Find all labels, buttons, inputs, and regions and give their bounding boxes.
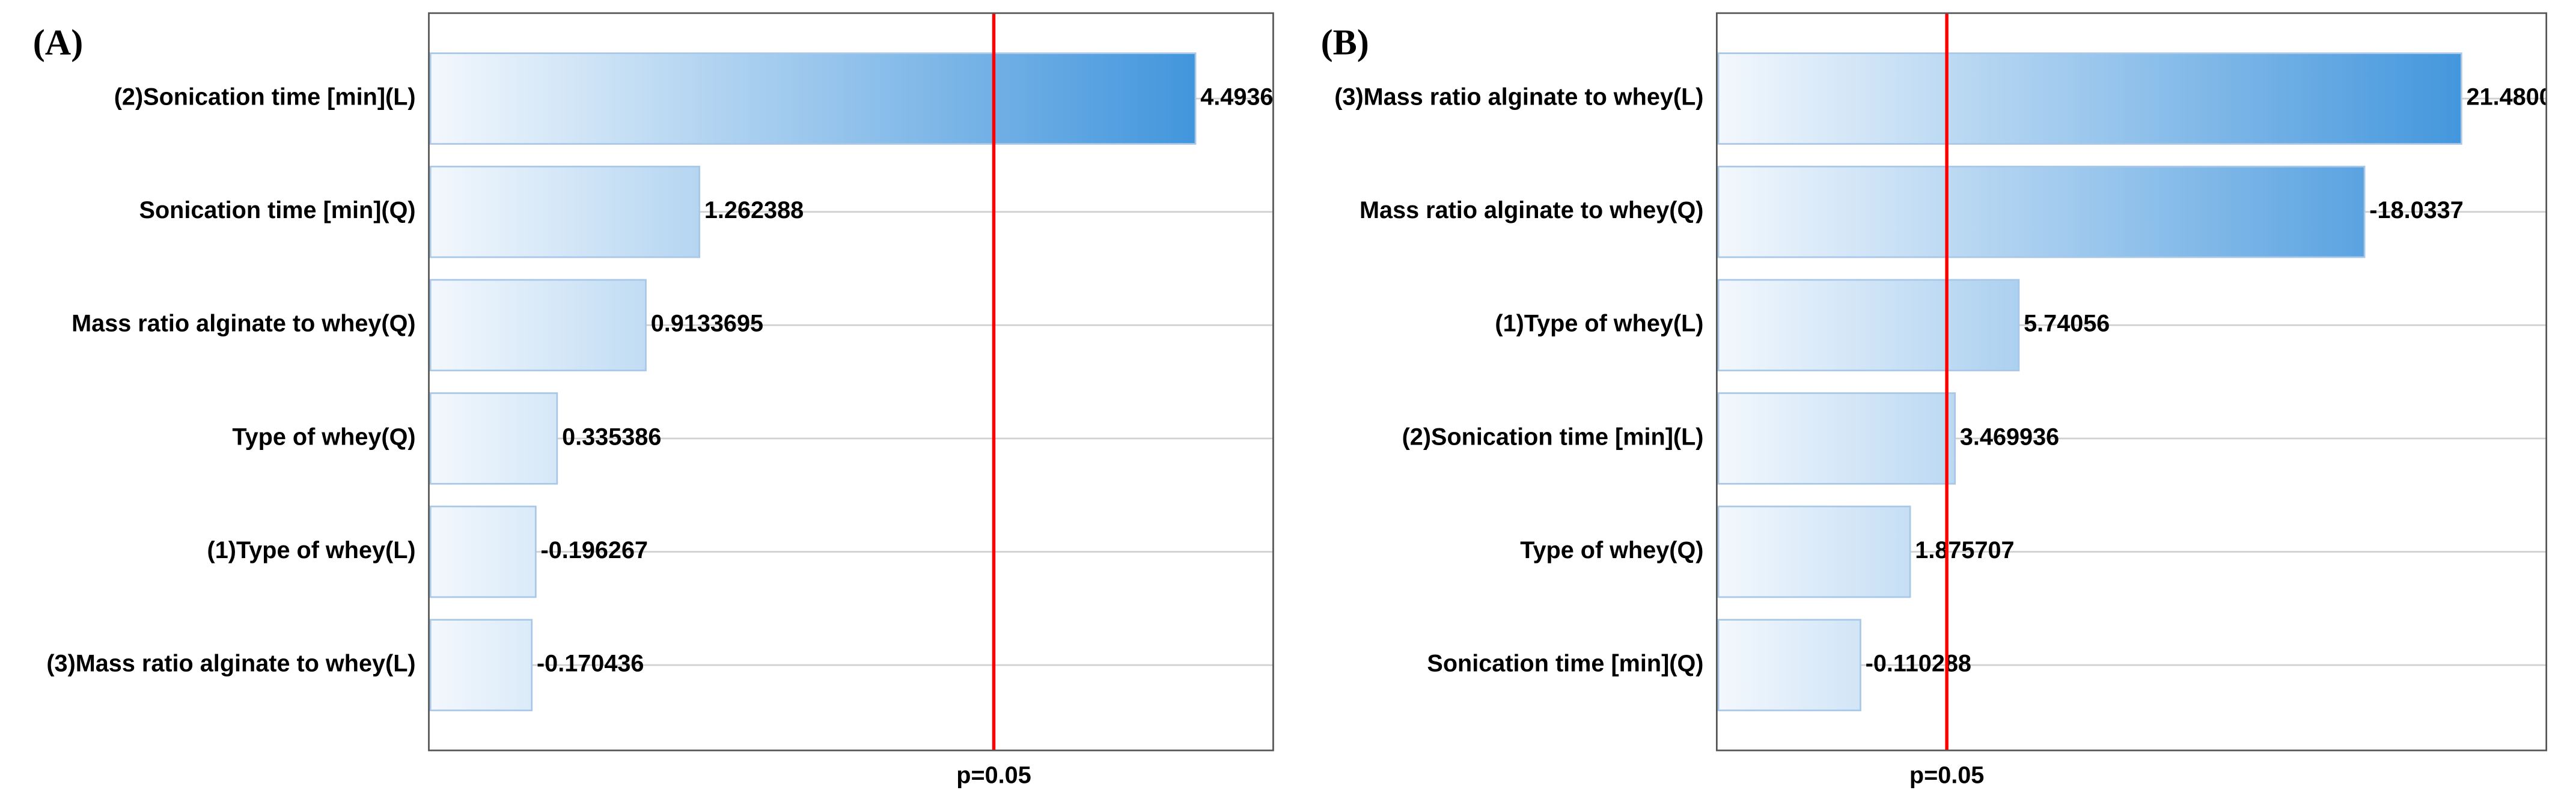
bar [429,505,537,598]
value-label: 5.74056 [2024,311,2110,337]
panel-label: (B) [1321,22,1369,62]
plot-frame [1716,12,2548,752]
category-label: Mass ratio alginate to whey(Q) [72,311,415,337]
bar [429,52,1197,145]
value-label: -0.110288 [1866,651,1971,677]
plot-content: 21.4800 -18.0337 5.74056 3.469936 1.875707 -0… [1717,52,2553,711]
category-label: (1)Type of whey(L) [1495,311,1703,337]
category-label: Type of whey(Q) [232,424,415,450]
category-label: (2)Sonication time [min](L) [1402,424,1704,450]
value-label: -0.170436 [537,651,644,677]
bar [429,619,533,711]
category-label: Sonication time [min](Q) [139,197,416,223]
value-label: 21.4800 [2467,84,2553,111]
bar [429,279,647,372]
value-label: 4.4936 [1200,84,1273,111]
reference-label: p=0.05 [956,762,1031,788]
category-label: (2)Sonication time [min](L) [114,84,416,111]
value-label: 0.335386 [562,424,661,450]
value-label: 3.469936 [1960,424,2059,450]
panel-label: (A) [33,22,83,62]
reference-label: p=0.05 [1909,762,1984,788]
value-label: -18.0337 [2369,197,2463,223]
bar [1717,165,2366,258]
bar [1717,619,1861,711]
category-label: Mass ratio alginate to whey(Q) [1360,197,1703,223]
bar [429,165,701,258]
bar [1717,505,1911,598]
category-label: (3)Mass ratio alginate to whey(L) [1334,84,1703,111]
category-label: Sonication time [min](Q) [1427,651,1703,677]
bar [1717,279,2020,372]
category-label: (3)Mass ratio alginate to whey(L) [46,651,415,677]
category-label: Type of whey(Q) [1520,537,1703,564]
bar [1717,52,2462,145]
value-label: 0.9133695 [651,311,763,337]
bar [1717,392,1956,485]
bar [429,392,558,485]
category-label: (1)Type of whey(L) [207,537,416,564]
plot-frame [428,12,1274,752]
value-label: -0.196267 [541,537,648,564]
plot-content: 4.4936 1.262388 0.9133695 0.335386 -0.196267… [429,52,1273,711]
value-label: 1.262388 [704,197,804,223]
value-label: 1.875707 [1915,537,2014,564]
